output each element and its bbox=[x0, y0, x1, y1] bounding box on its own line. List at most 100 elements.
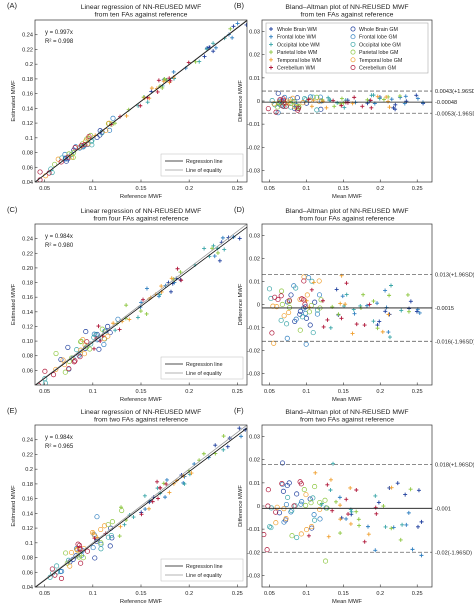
data-point-wm bbox=[164, 77, 169, 82]
data-point-wm bbox=[222, 247, 227, 252]
data-point-wm bbox=[157, 292, 162, 297]
legend-regression-label: Regression line bbox=[186, 159, 223, 165]
data-point-wm bbox=[357, 523, 362, 528]
data-point-wm bbox=[419, 553, 424, 558]
panel-title-line2: from four FAs against reference bbox=[93, 216, 188, 223]
data-point-wm bbox=[398, 537, 403, 542]
data-point-wm bbox=[163, 495, 168, 500]
data-point-gm bbox=[274, 504, 280, 510]
data-point-wm bbox=[212, 254, 217, 259]
data-point-gm bbox=[310, 495, 316, 501]
data-point-wm bbox=[202, 246, 207, 251]
data-point-gm bbox=[295, 105, 301, 111]
data-point-gm bbox=[101, 523, 107, 529]
data-point-wm bbox=[408, 299, 413, 304]
data-point-wm bbox=[346, 512, 351, 517]
y-tick-label: 0.12 bbox=[22, 324, 33, 330]
legend-regression-label: Regression line bbox=[186, 362, 223, 368]
data-point-gm bbox=[268, 525, 274, 531]
data-point-wm bbox=[419, 519, 424, 524]
panel-title-line2: from two FAs against reference bbox=[300, 417, 394, 424]
data-point-wm bbox=[328, 477, 333, 482]
data-point-wm bbox=[414, 309, 419, 314]
data-point-gm bbox=[264, 547, 270, 553]
data-point-gm bbox=[115, 316, 121, 322]
data-point-wm bbox=[313, 470, 318, 475]
y-tick-label: 0.2 bbox=[25, 467, 33, 473]
panel-a: (A) Linear regression of NN-REUSED MWFfro… bbox=[7, 1, 248, 200]
data-point-wm bbox=[155, 89, 160, 94]
data-point-wm bbox=[98, 338, 103, 343]
y-tick-label: -0.02 bbox=[247, 145, 260, 151]
y-tick-label: 0.20 bbox=[22, 266, 33, 272]
data-point-gm bbox=[69, 355, 75, 361]
data-point-wm bbox=[235, 21, 240, 26]
data-point-wm bbox=[377, 96, 382, 101]
data-point-gm bbox=[274, 304, 280, 310]
y-tick-label: 0.01 bbox=[249, 76, 260, 82]
data-point-gm bbox=[77, 354, 83, 360]
data-point-gm bbox=[297, 308, 303, 314]
y-tick-label: 0.08 bbox=[22, 151, 33, 157]
data-point-wm bbox=[175, 266, 180, 271]
data-point-gm bbox=[119, 507, 125, 514]
data-point-wm bbox=[333, 499, 338, 504]
data-point-wm bbox=[375, 94, 380, 99]
data-point-wm bbox=[338, 517, 343, 522]
data-point-gm bbox=[283, 103, 289, 109]
data-point-gm bbox=[298, 501, 304, 507]
data-point-gm bbox=[288, 509, 294, 515]
data-point-gm bbox=[98, 540, 104, 546]
plot-area bbox=[262, 460, 432, 564]
data-point-wm bbox=[92, 346, 97, 351]
data-point-gm bbox=[96, 346, 102, 352]
data-point-wm bbox=[160, 85, 165, 90]
data-point-wm bbox=[213, 443, 218, 448]
x-tick-label: 0.15 bbox=[136, 389, 147, 395]
data-point-gm bbox=[279, 460, 286, 466]
data-point-gm bbox=[62, 369, 68, 375]
y-tick-label: 0.08 bbox=[22, 354, 33, 360]
y-tick-label: -0.01 bbox=[247, 527, 260, 533]
data-point-wm bbox=[231, 24, 236, 29]
equation-text: y = 0.984x bbox=[45, 435, 73, 441]
data-point-gm bbox=[265, 106, 271, 112]
regression-line bbox=[35, 226, 247, 385]
data-point-gm bbox=[265, 487, 271, 493]
data-point-gm bbox=[280, 488, 286, 494]
data-point-wm bbox=[325, 317, 330, 322]
data-point-gm bbox=[282, 94, 288, 101]
data-point-gm bbox=[285, 494, 291, 500]
data-point-gm bbox=[80, 337, 86, 343]
data-point-wm bbox=[386, 99, 391, 104]
plot-area bbox=[35, 20, 247, 182]
data-point-gm bbox=[58, 159, 64, 165]
data-point-gm bbox=[308, 500, 314, 506]
data-point-wm bbox=[376, 500, 381, 505]
data-point-wm bbox=[381, 97, 386, 102]
data-point-gm bbox=[59, 155, 65, 161]
x-tick-label: 0.2 bbox=[376, 591, 384, 597]
data-point-wm bbox=[113, 328, 118, 333]
data-point-wm bbox=[138, 309, 143, 314]
data-point-gm bbox=[270, 303, 276, 309]
data-point-wm bbox=[339, 96, 344, 101]
data-point-wm bbox=[416, 488, 421, 493]
data-point-wm bbox=[182, 481, 187, 486]
data-point-wm bbox=[386, 330, 391, 335]
data-point-wm bbox=[361, 292, 366, 297]
y-tick-label: -0.03 bbox=[247, 168, 260, 174]
data-point-gm bbox=[301, 487, 307, 493]
regression-legend: Regression line Line of equality bbox=[160, 558, 244, 582]
data-point-gm bbox=[108, 532, 114, 539]
data-point-gm bbox=[302, 301, 308, 307]
data-point-wm bbox=[321, 324, 326, 329]
data-point-wm bbox=[211, 49, 216, 54]
data-point-gm bbox=[301, 278, 307, 284]
legend-box bbox=[265, 22, 429, 74]
line-of-equality bbox=[35, 425, 247, 587]
data-point-wm bbox=[220, 235, 225, 240]
data-point-gm bbox=[107, 543, 113, 549]
data-point-gm bbox=[317, 516, 323, 522]
